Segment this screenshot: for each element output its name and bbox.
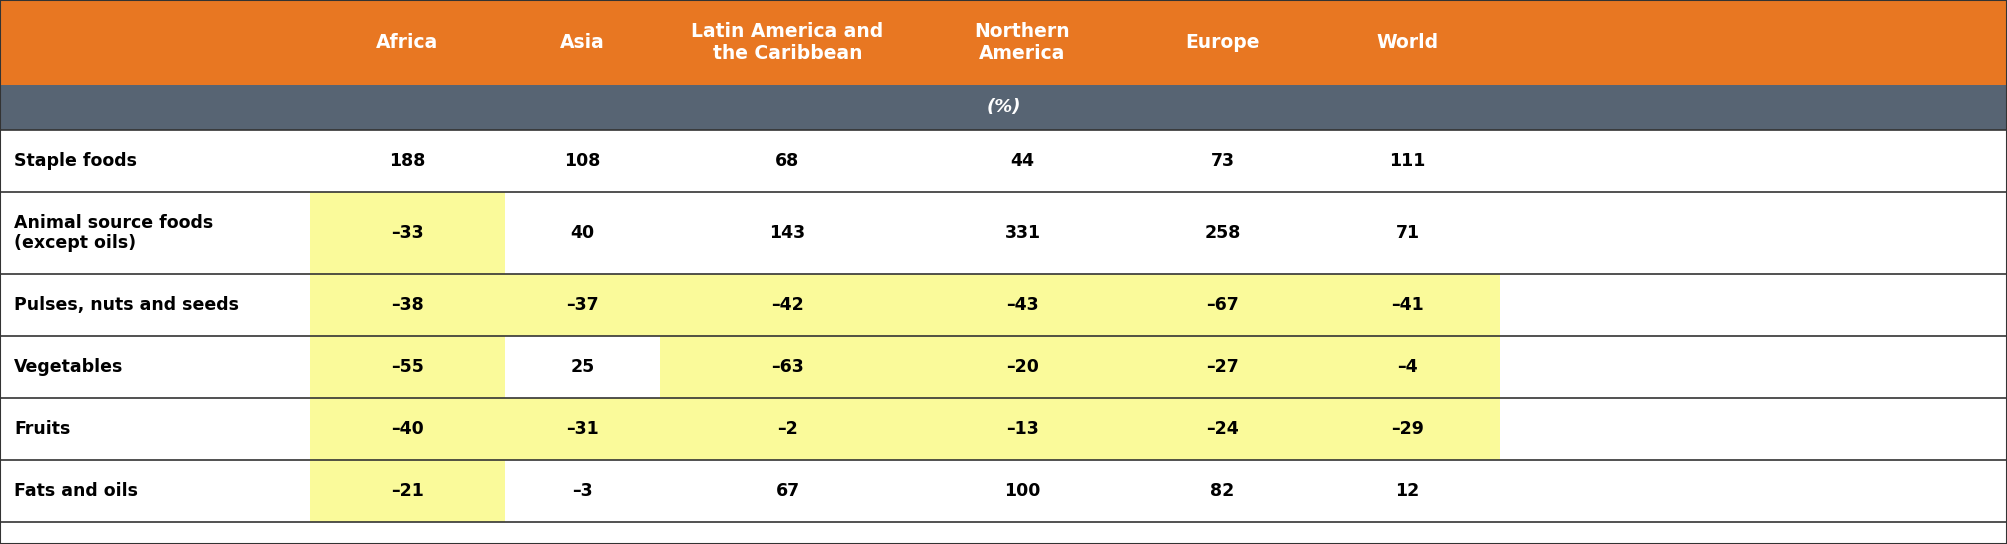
Bar xyxy=(0,336,309,398)
Bar xyxy=(506,398,660,460)
Bar xyxy=(915,130,1130,192)
Bar xyxy=(0,0,2007,85)
Text: –3: –3 xyxy=(572,482,592,500)
Text: Animal source foods
(except oils): Animal source foods (except oils) xyxy=(14,214,213,252)
Text: 40: 40 xyxy=(570,224,594,242)
Text: –4: –4 xyxy=(1397,358,1417,376)
Text: (%): (%) xyxy=(985,98,1022,116)
Text: Fats and oils: Fats and oils xyxy=(14,482,138,500)
Text: –38: –38 xyxy=(391,296,423,314)
Text: –40: –40 xyxy=(391,420,423,438)
Text: 331: 331 xyxy=(1004,224,1040,242)
Bar xyxy=(660,274,915,336)
Text: 108: 108 xyxy=(564,152,600,170)
Bar xyxy=(506,274,660,336)
Text: –21: –21 xyxy=(391,482,423,500)
Bar xyxy=(1130,130,1315,192)
Text: –20: –20 xyxy=(1006,358,1040,376)
Text: 188: 188 xyxy=(389,152,425,170)
Bar xyxy=(0,85,2007,130)
Text: –2: –2 xyxy=(777,420,799,438)
Bar xyxy=(309,274,506,336)
Bar xyxy=(309,336,506,398)
Bar xyxy=(915,192,1130,274)
Text: Latin America and
the Caribbean: Latin America and the Caribbean xyxy=(690,22,883,63)
Text: –13: –13 xyxy=(1006,420,1040,438)
Text: 25: 25 xyxy=(570,358,594,376)
Bar xyxy=(1315,274,1499,336)
Bar xyxy=(1315,192,1499,274)
Text: 12: 12 xyxy=(1395,482,1419,500)
Bar xyxy=(0,460,309,522)
Bar xyxy=(1130,460,1315,522)
Text: Vegetables: Vegetables xyxy=(14,358,122,376)
Bar xyxy=(915,274,1130,336)
Bar xyxy=(506,336,660,398)
Bar xyxy=(506,460,660,522)
Bar xyxy=(915,336,1130,398)
Bar xyxy=(915,460,1130,522)
Bar xyxy=(0,274,309,336)
Bar xyxy=(1130,336,1315,398)
Bar xyxy=(660,130,915,192)
Bar xyxy=(1130,398,1315,460)
Bar xyxy=(915,398,1130,460)
Bar xyxy=(0,192,309,274)
Text: Staple foods: Staple foods xyxy=(14,152,136,170)
Bar xyxy=(309,192,506,274)
Bar xyxy=(1315,460,1499,522)
Text: –24: –24 xyxy=(1206,420,1238,438)
Bar xyxy=(309,130,506,192)
Text: 68: 68 xyxy=(775,152,799,170)
Text: 100: 100 xyxy=(1004,482,1042,500)
Text: Africa: Africa xyxy=(377,33,440,52)
Text: –31: –31 xyxy=(566,420,598,438)
Bar xyxy=(1315,398,1499,460)
Text: –41: –41 xyxy=(1391,296,1423,314)
Text: –55: –55 xyxy=(391,358,423,376)
Bar xyxy=(1315,130,1499,192)
Text: 111: 111 xyxy=(1389,152,1425,170)
Bar xyxy=(660,398,915,460)
Bar xyxy=(309,398,506,460)
Text: 82: 82 xyxy=(1210,482,1234,500)
Text: –43: –43 xyxy=(1006,296,1040,314)
Bar xyxy=(0,398,309,460)
Text: –27: –27 xyxy=(1206,358,1238,376)
Text: –63: –63 xyxy=(771,358,805,376)
Text: Northern
America: Northern America xyxy=(975,22,1070,63)
Text: –42: –42 xyxy=(771,296,805,314)
Text: World: World xyxy=(1377,33,1439,52)
Text: –33: –33 xyxy=(391,224,423,242)
Text: Europe: Europe xyxy=(1186,33,1260,52)
Text: 44: 44 xyxy=(1010,152,1034,170)
Bar xyxy=(506,130,660,192)
Text: 143: 143 xyxy=(769,224,805,242)
Bar xyxy=(1315,336,1499,398)
Text: Pulses, nuts and seeds: Pulses, nuts and seeds xyxy=(14,296,239,314)
Text: –67: –67 xyxy=(1206,296,1238,314)
Text: Asia: Asia xyxy=(560,33,604,52)
Bar xyxy=(1130,192,1315,274)
Bar xyxy=(1130,274,1315,336)
Text: 71: 71 xyxy=(1395,224,1419,242)
Text: 73: 73 xyxy=(1210,152,1234,170)
Text: –37: –37 xyxy=(566,296,598,314)
Text: –29: –29 xyxy=(1391,420,1423,438)
Text: Fruits: Fruits xyxy=(14,420,70,438)
Bar xyxy=(660,460,915,522)
Bar xyxy=(309,460,506,522)
Text: 258: 258 xyxy=(1204,224,1240,242)
Bar xyxy=(0,130,309,192)
Bar xyxy=(660,336,915,398)
Bar xyxy=(506,192,660,274)
Text: 67: 67 xyxy=(775,482,799,500)
Bar xyxy=(660,192,915,274)
